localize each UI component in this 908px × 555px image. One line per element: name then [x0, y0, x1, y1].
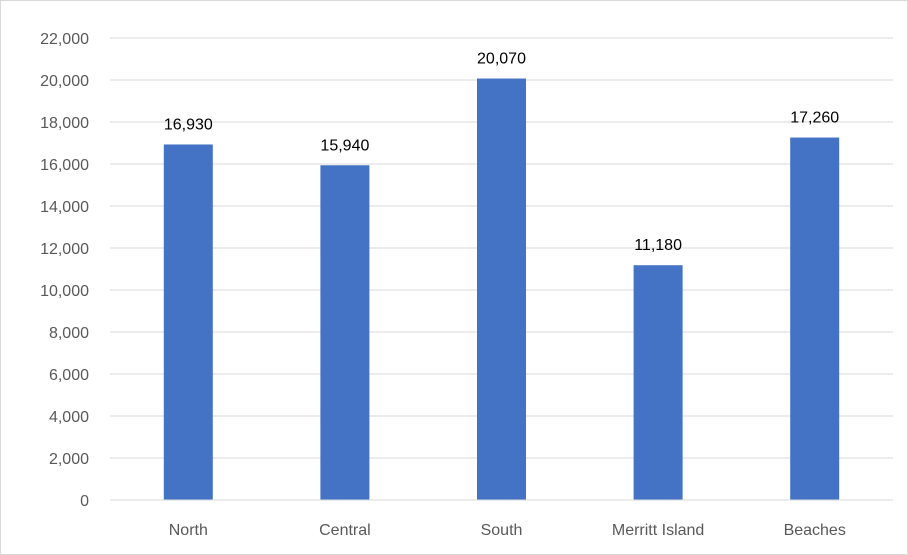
bar-beaches [790, 137, 840, 501]
y-tick-label: 4,000 [49, 409, 89, 426]
y-tick-label: 10,000 [40, 283, 89, 300]
x-axis-category-labels: North Central South Merritt Island Beaches [169, 522, 846, 539]
x-category-label: South [481, 522, 523, 539]
data-label: 16,930 [164, 116, 213, 133]
x-category-label: North [169, 522, 208, 539]
y-tick-label: 0 [80, 493, 89, 510]
y-tick-label: 14,000 [40, 199, 89, 216]
y-tick-label: 20,000 [40, 73, 89, 90]
data-label: 11,180 [634, 237, 682, 254]
y-axis-tick-labels: 0 2,000 4,000 6,000 8,000 10,000 12,000 14,000 1… [40, 31, 89, 510]
y-tick-label: 16,000 [40, 157, 89, 174]
y-tick-label: 8,000 [49, 325, 89, 342]
y-tick-label: 2,000 [49, 451, 89, 468]
bar-south [477, 78, 526, 500]
bar-merritt-island [633, 265, 683, 500]
y-tick-label: 12,000 [40, 241, 89, 258]
y-tick-label: 6,000 [49, 367, 89, 384]
x-category-label: Merritt Island [612, 522, 704, 539]
data-label: 15,940 [320, 137, 369, 154]
bar-central [320, 165, 370, 500]
data-labels: 16,930 15,940 20,070 11,180 17,260 [164, 51, 839, 255]
data-label: 20,070 [477, 51, 526, 68]
x-category-label: Beaches [784, 522, 846, 539]
x-category-label: Central [319, 522, 371, 539]
bars [163, 78, 840, 501]
data-label: 17,260 [790, 110, 839, 127]
y-tick-label: 18,000 [40, 115, 89, 132]
y-tick-label: 22,000 [40, 31, 89, 48]
bar-north [163, 144, 213, 500]
